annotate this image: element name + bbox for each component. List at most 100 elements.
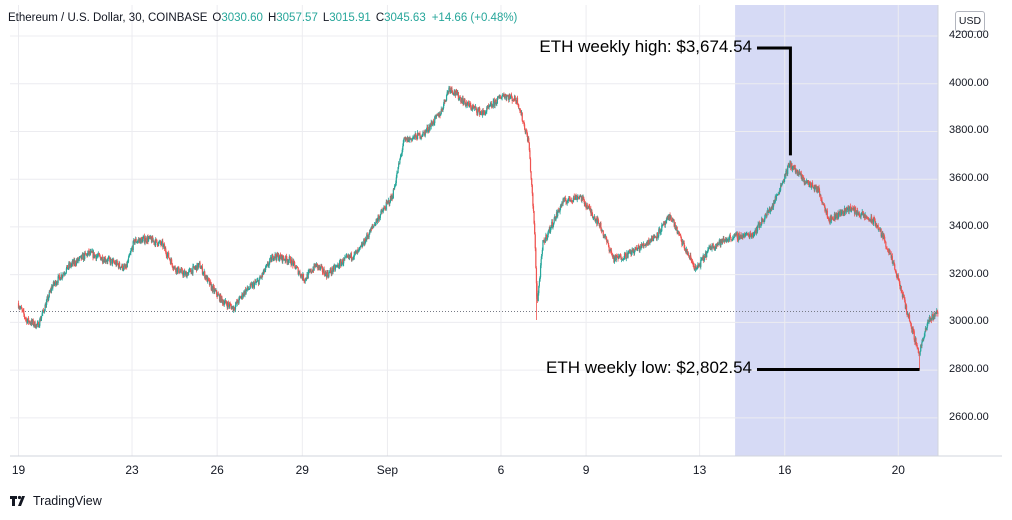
candle-body bbox=[732, 237, 734, 239]
candle-body bbox=[823, 204, 825, 207]
candle-body bbox=[140, 237, 143, 239]
candle-body bbox=[59, 279, 62, 281]
candle-body bbox=[828, 218, 830, 222]
candle-body bbox=[296, 267, 299, 269]
candle-body bbox=[639, 246, 641, 252]
candle-body bbox=[555, 217, 557, 221]
high-value: 3057.57 bbox=[276, 12, 318, 24]
candle-body bbox=[526, 131, 528, 135]
candle-body bbox=[121, 264, 124, 270]
candle-body bbox=[358, 248, 360, 250]
candle-body bbox=[868, 218, 870, 220]
candle-body bbox=[610, 250, 613, 254]
candle-body bbox=[324, 271, 326, 277]
candle-body bbox=[632, 248, 634, 252]
candle-body bbox=[188, 270, 190, 273]
x-tick-label: 23 bbox=[125, 463, 139, 477]
candle-body bbox=[857, 212, 859, 214]
candle-body bbox=[21, 308, 23, 311]
candle-body bbox=[427, 127, 429, 132]
candle-body bbox=[445, 95, 448, 101]
candle-body bbox=[546, 237, 548, 240]
candle-body bbox=[795, 170, 797, 173]
candle-body bbox=[282, 255, 284, 259]
candle-body bbox=[283, 258, 285, 260]
candle-body bbox=[567, 198, 569, 201]
candle-body bbox=[700, 259, 702, 267]
x-tick-label: 6 bbox=[497, 463, 505, 477]
candle-body bbox=[803, 177, 805, 184]
candle-body bbox=[548, 230, 550, 232]
candle-body bbox=[797, 172, 799, 175]
candle-body bbox=[762, 220, 765, 222]
candle-body bbox=[785, 170, 787, 176]
grid-lines bbox=[10, 5, 938, 456]
candle-body bbox=[255, 282, 257, 284]
candle-body bbox=[901, 291, 903, 293]
candle-body bbox=[814, 186, 816, 191]
candle-body bbox=[17, 303, 20, 309]
candle-body bbox=[340, 263, 342, 267]
candle-body bbox=[289, 257, 292, 264]
candle-body bbox=[489, 106, 491, 107]
candle-body bbox=[589, 206, 591, 210]
candle-body bbox=[65, 268, 68, 273]
candle-body bbox=[198, 263, 200, 265]
currency-button[interactable]: USD bbox=[955, 11, 985, 32]
candle-body bbox=[714, 246, 717, 248]
candle-body bbox=[528, 142, 530, 151]
candle-body bbox=[32, 320, 34, 326]
candle-body bbox=[661, 225, 663, 227]
tradingview-branding[interactable]: TradingView bbox=[10, 494, 102, 508]
candle-body bbox=[651, 235, 653, 241]
candle-body bbox=[240, 296, 243, 299]
candle-body bbox=[169, 258, 171, 261]
candle-body bbox=[725, 239, 727, 242]
candle-body bbox=[470, 104, 472, 109]
candle-body bbox=[294, 261, 296, 266]
candle-body bbox=[483, 110, 486, 113]
candle-body bbox=[674, 224, 676, 230]
close-value: 3045.63 bbox=[384, 12, 426, 24]
candle-body bbox=[395, 177, 397, 184]
candle-body bbox=[832, 218, 834, 221]
candle-body bbox=[328, 272, 331, 273]
candle-body bbox=[168, 257, 170, 259]
candle-body bbox=[861, 211, 863, 214]
candle-body bbox=[818, 186, 820, 192]
tradingview-logo-icon bbox=[10, 495, 28, 507]
candle-body bbox=[877, 225, 879, 230]
candle-body bbox=[335, 265, 338, 267]
candle-body bbox=[297, 267, 299, 275]
candle-body bbox=[43, 311, 46, 313]
candle-body bbox=[414, 133, 416, 138]
candle-body bbox=[855, 207, 857, 212]
candle-body bbox=[706, 251, 708, 253]
candle-body bbox=[490, 103, 493, 107]
candle-body bbox=[539, 265, 542, 278]
candle-body bbox=[777, 194, 779, 196]
candle-body bbox=[412, 136, 415, 139]
candle-body bbox=[764, 214, 766, 218]
candle-body bbox=[524, 124, 526, 130]
candle-body bbox=[117, 263, 119, 265]
candle-body bbox=[174, 266, 176, 270]
candle-body bbox=[449, 87, 451, 92]
candle-body bbox=[874, 218, 876, 221]
candle-body bbox=[160, 241, 163, 245]
candle-body bbox=[516, 97, 519, 105]
candle-body bbox=[537, 293, 539, 302]
candle-body bbox=[427, 130, 429, 132]
candle-body bbox=[636, 248, 639, 251]
candle-body bbox=[883, 234, 885, 237]
candle-body bbox=[35, 324, 37, 328]
candle-body bbox=[936, 310, 938, 313]
candle-body bbox=[650, 239, 652, 241]
candle-body bbox=[145, 237, 147, 242]
candle-body bbox=[619, 254, 621, 258]
candle-body bbox=[294, 265, 296, 269]
candle-body bbox=[33, 325, 35, 326]
x-tick-label: 13 bbox=[692, 463, 707, 477]
x-tick-label: 9 bbox=[582, 463, 590, 477]
